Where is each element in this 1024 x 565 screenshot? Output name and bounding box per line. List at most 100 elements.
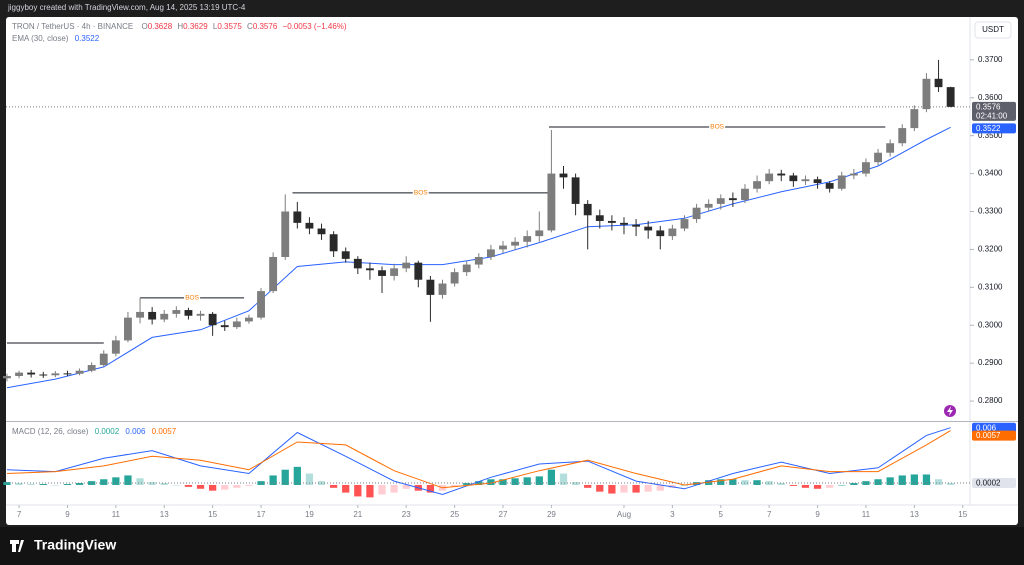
- candle-body: [402, 262, 411, 269]
- histogram-bar: [874, 479, 882, 485]
- histogram-bar: [620, 484, 628, 493]
- high-value: 0.3629: [183, 22, 208, 31]
- histogram-bar: [862, 481, 870, 485]
- candle-body: [160, 313, 169, 320]
- bos-label: BOS: [185, 295, 199, 302]
- histogram-bar: [801, 484, 810, 488]
- candle-body: [27, 372, 36, 375]
- candle-body: [789, 175, 798, 182]
- histogram-bar: [487, 479, 495, 485]
- y-tick-label: 0.3200: [978, 245, 1003, 254]
- histogram-bar: [233, 484, 241, 488]
- candle-body: [462, 264, 471, 273]
- candle-body: [269, 256, 278, 292]
- histogram-bar: [293, 466, 301, 485]
- candle-body: [595, 215, 604, 221]
- ohlc-label: H: [177, 22, 183, 31]
- candle-body: [620, 222, 628, 225]
- x-tick-label: 29: [547, 510, 556, 519]
- footer: [0, 527, 1024, 565]
- candle-body: [99, 353, 108, 366]
- bos-label-bg: [412, 188, 429, 197]
- open-value: 0.3628: [148, 22, 173, 31]
- histogram-bar: [269, 475, 277, 485]
- histogram-bar: [305, 473, 314, 485]
- histogram-bar: [947, 483, 955, 485]
- macd-badge: 0.006: [976, 423, 997, 432]
- histogram-bar: [378, 484, 386, 495]
- low-value: 0.3575: [217, 22, 242, 31]
- candle-body: [499, 245, 507, 250]
- candle-body: [680, 219, 689, 229]
- histogram-value: 0.0002: [95, 427, 120, 436]
- candle-body: [414, 262, 423, 280]
- candle-body: [438, 283, 447, 295]
- y-tick-label: 0.3700: [978, 55, 1003, 64]
- candle-body: [329, 234, 338, 252]
- candle-body: [353, 258, 362, 269]
- price-badge-box: [972, 101, 1016, 121]
- currency: USDT: [982, 25, 1004, 34]
- candle-body: [753, 181, 762, 189]
- candle-body: [426, 279, 435, 295]
- alert-bolt: [947, 406, 953, 416]
- histogram-bar: [922, 474, 931, 485]
- histogram-bar: [499, 479, 507, 485]
- brand: TradingView: [34, 537, 116, 553]
- candle-body: [196, 313, 205, 316]
- histogram-bar: [39, 484, 47, 485]
- histogram-bar: [390, 484, 398, 493]
- currency-box[interactable]: [974, 21, 1012, 39]
- histogram-bar: [245, 484, 253, 486]
- bos-label: BOS: [414, 190, 428, 197]
- macd-value: 0.006: [125, 427, 146, 436]
- candle-body: [765, 173, 774, 182]
- candle-body: [874, 152, 882, 163]
- bos-label-bg: [184, 293, 201, 302]
- histogram-bar: [172, 484, 180, 486]
- candle-body: [281, 211, 290, 257]
- candle-body: [607, 220, 616, 223]
- signal-badge-box: [972, 430, 1016, 441]
- candle-body: [257, 291, 265, 318]
- candle-body: [136, 311, 144, 318]
- candle-body: [39, 374, 48, 376]
- x-tick-label: 7: [767, 510, 772, 519]
- y-tick-label: 0.3100: [978, 282, 1003, 291]
- x-tick-label: 9: [815, 510, 820, 519]
- candle-body: [450, 272, 459, 284]
- candle-body: [317, 228, 326, 235]
- candle-body: [801, 179, 810, 182]
- histogram-bar: [535, 476, 543, 485]
- histogram-bar: [463, 483, 471, 485]
- candle-body: [305, 222, 314, 229]
- candle-body: [849, 173, 858, 176]
- histogram-bar: [209, 484, 217, 491]
- candle-body: [728, 198, 737, 201]
- histogram-badge-box: [972, 478, 1016, 489]
- candle-body: [63, 373, 72, 375]
- x-tick-label: 23: [402, 510, 411, 519]
- histogram-bar: [886, 477, 894, 485]
- histogram-bar: [910, 474, 918, 485]
- candle-body: [813, 179, 822, 184]
- histogram-bar: [450, 484, 459, 487]
- y-tick-label: 0.3300: [978, 207, 1003, 216]
- ema-badge-box: [972, 123, 1016, 134]
- candle-body: [632, 224, 641, 227]
- histogram-bar: [160, 483, 168, 485]
- y-tick-label: 0.3400: [978, 169, 1003, 178]
- signal-line: [6, 430, 951, 489]
- candle-body: [232, 321, 241, 328]
- close-value: 0.3576: [253, 22, 278, 31]
- x-tick-label: 5: [719, 510, 724, 519]
- histogram-bar: [221, 484, 229, 490]
- candle-body: [51, 373, 60, 376]
- histogram-bar: [632, 484, 640, 493]
- histogram-bar: [850, 483, 858, 485]
- x-tick-label: 15: [958, 510, 967, 519]
- histogram-bar: [475, 481, 483, 485]
- candle-body: [668, 228, 677, 237]
- histogram-bar: [112, 477, 120, 485]
- macd-badge-box: [972, 422, 1016, 433]
